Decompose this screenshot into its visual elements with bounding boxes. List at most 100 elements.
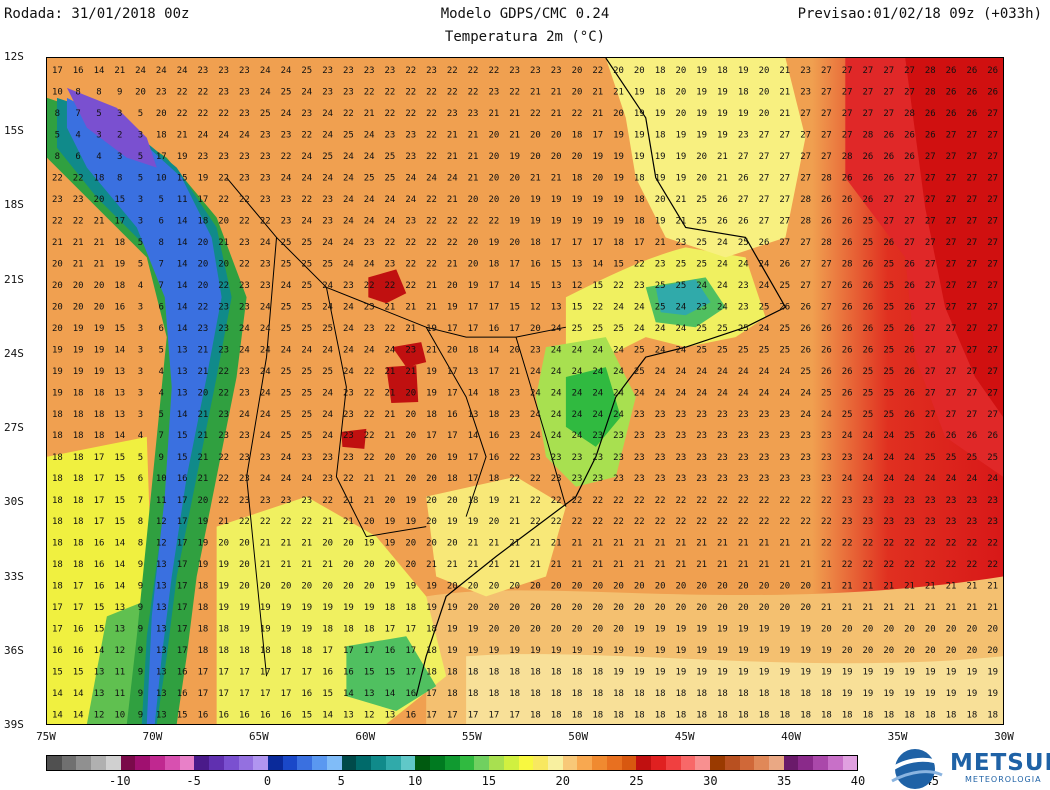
temperature-value: 28 <box>925 66 936 76</box>
temperature-value: 24 <box>842 474 853 484</box>
temperature-value: 21 <box>343 517 354 527</box>
temperature-value: 14 <box>177 281 188 291</box>
lat-label: 33S <box>4 569 24 583</box>
temperature-value: 14 <box>592 259 603 269</box>
temperature-value: 18 <box>73 496 84 506</box>
temperature-value: 20 <box>468 582 479 592</box>
temperature-value: 17 <box>405 625 416 635</box>
temperature-value: 24 <box>405 173 416 183</box>
temperature-value: 21 <box>114 66 125 76</box>
temperature-value: 28 <box>842 152 853 162</box>
temperature-value: 20 <box>281 582 292 592</box>
lon-label: 70W <box>142 730 163 743</box>
temperature-value: 23 <box>364 238 375 248</box>
temperature-value: 14 <box>114 560 125 570</box>
temperature-value: 21 <box>426 302 437 312</box>
temperature-value: 9 <box>138 689 143 699</box>
temperature-value: 13 <box>177 367 188 377</box>
temperature-value: 26 <box>904 367 915 377</box>
temperature-value: 27 <box>800 238 811 248</box>
temperature-value: 19 <box>675 130 686 140</box>
temperature-value: 20 <box>73 281 84 291</box>
temperature-value: 26 <box>904 345 915 355</box>
temperature-value: 27 <box>987 388 998 398</box>
temperature-value: 22 <box>384 324 395 334</box>
temperature-value: 18 <box>613 711 624 721</box>
temperature-value: 23 <box>343 431 354 441</box>
temperature-value: 22 <box>384 109 395 119</box>
temperature-value: 20 <box>966 646 977 656</box>
temperature-value: 21 <box>468 173 479 183</box>
temperature-value: 13 <box>114 388 125 398</box>
temperature-value: 24 <box>364 152 375 162</box>
temperature-value: 22 <box>364 453 375 463</box>
temperature-value: 16 <box>197 711 208 721</box>
temperature-value: 24 <box>759 388 770 398</box>
logo-name: METSUL <box>950 750 1050 776</box>
temperature-value: 24 <box>592 367 603 377</box>
temperature-value: 24 <box>655 345 666 355</box>
temperature-value: 20 <box>530 582 541 592</box>
temperature-value: 20 <box>696 603 707 613</box>
temperature-value: 23 <box>405 152 416 162</box>
temperature-value: 22 <box>821 517 832 527</box>
temperature-value: 19 <box>218 603 229 613</box>
temperature-value: 23 <box>260 152 271 162</box>
temperature-value: 27 <box>966 195 977 205</box>
temperature-value: 17 <box>94 496 105 506</box>
temperature-value: 24 <box>281 453 292 463</box>
temperature-value: 22 <box>177 87 188 97</box>
temperature-value: 13 <box>343 711 354 721</box>
temperature-value: 23 <box>281 496 292 506</box>
temperature-value: 24 <box>447 173 458 183</box>
temperature-value: 27 <box>883 87 894 97</box>
temperature-value: 27 <box>800 130 811 140</box>
temperature-value: 18 <box>94 388 105 398</box>
temperature-value: 27 <box>904 216 915 226</box>
temperature-value: 21 <box>447 259 458 269</box>
lat-label: 15S <box>4 124 24 138</box>
temperature-value: 21 <box>779 109 790 119</box>
temperature-value: 15 <box>530 281 541 291</box>
temperature-value: 24 <box>260 367 271 377</box>
temperature-value: 23 <box>509 410 520 420</box>
temperature-value: 24 <box>613 410 624 420</box>
temperature-value: 27 <box>925 302 936 312</box>
temperature-value: 20 <box>613 66 624 76</box>
temperature-value: 18 <box>572 668 583 678</box>
temperature-value: 23 <box>301 453 312 463</box>
temperature-value: 18 <box>197 582 208 592</box>
temperature-value: 19 <box>634 625 645 635</box>
colorbar-swatch <box>282 756 298 770</box>
temperature-value: 27 <box>966 216 977 226</box>
temperature-value: 20 <box>655 195 666 205</box>
temperature-value: 21 <box>634 560 645 570</box>
temperature-value: 5 <box>138 453 143 463</box>
temperature-value: 21 <box>634 539 645 549</box>
temperature-value: 23 <box>52 195 63 205</box>
temperature-value: 16 <box>114 302 125 312</box>
temperature-value: 22 <box>592 302 603 312</box>
temperature-value: 18 <box>717 689 728 699</box>
temperature-value: 18 <box>904 711 915 721</box>
temperature-value: 27 <box>779 173 790 183</box>
temperature-value: 24 <box>696 367 707 377</box>
temperature-value: 13 <box>156 689 167 699</box>
country-borders <box>226 177 567 677</box>
temperature-value: 17 <box>73 603 84 613</box>
temperature-value: 20 <box>94 302 105 312</box>
temperature-value: 23 <box>301 109 312 119</box>
temperature-value: 20 <box>696 582 707 592</box>
temperature-value: 23 <box>322 216 333 226</box>
temperature-value: 26 <box>862 345 873 355</box>
temperature-value: 23 <box>572 453 583 463</box>
temperature-value: 20 <box>94 281 105 291</box>
temperature-value: 25 <box>281 324 292 334</box>
temperature-value: 21 <box>551 109 562 119</box>
temperature-value: 18 <box>73 453 84 463</box>
temperature-value: 16 <box>177 668 188 678</box>
hot-core-east <box>905 58 1003 417</box>
temperature-value: 18 <box>530 689 541 699</box>
temperature-value: 13 <box>468 410 479 420</box>
temperature-value: 26 <box>966 431 977 441</box>
